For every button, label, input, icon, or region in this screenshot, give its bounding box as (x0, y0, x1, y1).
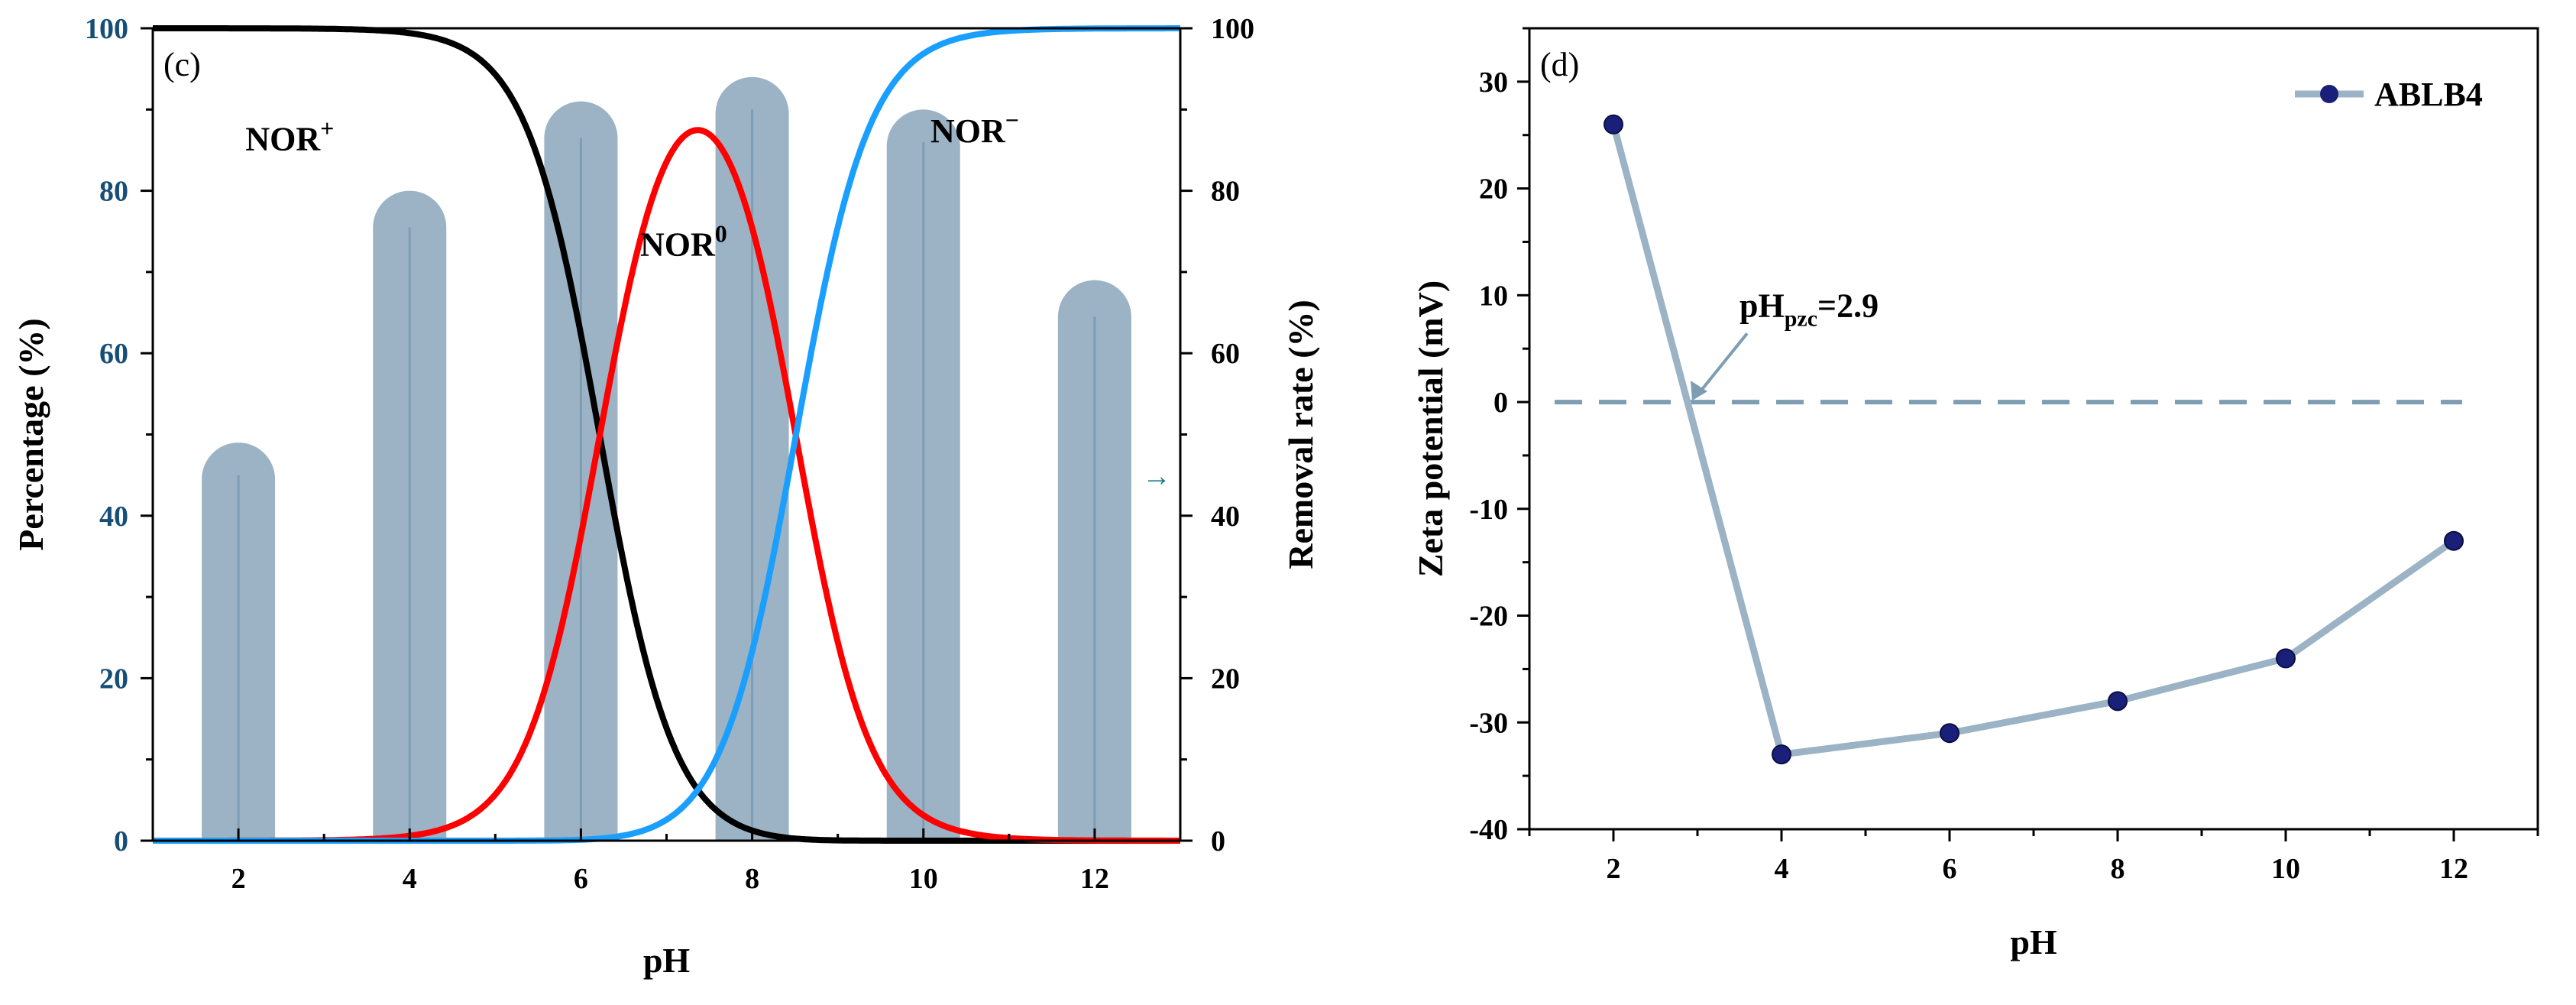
zeta-data-point (2444, 530, 2464, 551)
y2-tick-label: 0 (1211, 825, 1225, 857)
species-superscript: + (320, 114, 334, 141)
axis-pointer-arrow: → (1142, 461, 1171, 493)
pzc-subscript: pzc (1785, 306, 1817, 331)
y-tick-label: 20 (99, 663, 128, 695)
x-tick-label: 12 (1080, 863, 1109, 895)
y2-tick-label: 40 (1211, 501, 1240, 533)
y2-tick-label: 80 (1211, 176, 1240, 208)
species-superscript: − (1005, 106, 1019, 134)
y-tick-label: 80 (99, 176, 128, 208)
species-annotation: NOR+ (245, 114, 334, 157)
y2-tick-label: 60 (1211, 338, 1240, 370)
legend-label: ABLB4 (2374, 76, 2483, 113)
y-tick-label: 40 (99, 501, 128, 533)
panel-label: (d) (1540, 46, 1579, 83)
plot-frame (1528, 27, 2539, 831)
zeta-series-line (1610, 123, 2456, 758)
panel-d-zeta-chart: 2 4 6 8 10 12 -40 -30 -20 -10 0 10 20 30 pH Zeta potent… (1411, 27, 2539, 961)
x-axis-title: pH (643, 941, 691, 980)
pzc-annotation: pHpzc=2.9 (1739, 287, 1879, 331)
panel-label: (c) (163, 46, 201, 83)
y-tick-label: -10 (1469, 494, 1508, 526)
x-tick-label: 10 (909, 863, 938, 895)
y-tick-label: -20 (1469, 601, 1508, 633)
y2-axis-title: Removal rate (%) (1281, 300, 1320, 569)
y2-tick-label: 20 (1211, 663, 1240, 695)
y-tick-label: 20 (1479, 173, 1508, 206)
x-tick-label: 8 (2111, 853, 2125, 885)
x-tick-label: 2 (1607, 853, 1621, 885)
legend-marker-swatch (2320, 85, 2338, 103)
y-tick-label: 0 (114, 825, 128, 857)
x-tick-label: 4 (1775, 853, 1789, 885)
x-axis-title: pH (2010, 922, 2057, 961)
zeta-data-point (2276, 648, 2296, 669)
pzc-arrow-head (1691, 381, 1707, 401)
zeta-data-point (2108, 691, 2128, 712)
zeta-data-point (1604, 114, 1623, 135)
y-tick-label: 30 (1479, 66, 1508, 99)
x-tick-label: 12 (2439, 853, 2468, 885)
y-axis-title: Zeta potential (mV) (1411, 280, 1450, 577)
y-tick-label: 10 (1479, 280, 1508, 312)
x-tick-label: 2 (231, 863, 246, 895)
species-annotation: NOR− (930, 106, 1019, 150)
zeta-data-point (1772, 744, 1791, 765)
x-tick-label: 10 (2271, 853, 2300, 885)
y-tick-label: -40 (1469, 814, 1508, 846)
y-tick-label: 0 (1493, 387, 1508, 419)
pzc-value: =2.9 (1817, 287, 1879, 324)
x-tick-label: 8 (745, 863, 759, 895)
species-annotation: NOR0 (640, 220, 727, 264)
y-tick-label: 100 (85, 13, 128, 45)
x-tick-label: 6 (574, 863, 588, 895)
y2-tick-label: 100 (1211, 13, 1254, 45)
y-tick-label: 60 (99, 338, 128, 370)
panel-c-speciation-chart: 2 4 6 8 10 12 0 20 40 60 80 100 0 20 40 60 80 100 pH Percen… (11, 13, 1320, 980)
y-tick-label: -30 (1469, 707, 1508, 739)
x-tick-label: 4 (403, 863, 417, 895)
pzc-arrow-line (1695, 332, 1749, 397)
y-axis-title: Percentage (%) (11, 318, 50, 550)
zeta-data-point (1940, 723, 1960, 744)
x-tick-label: 6 (1943, 853, 1957, 885)
species-superscript: 0 (715, 220, 727, 248)
